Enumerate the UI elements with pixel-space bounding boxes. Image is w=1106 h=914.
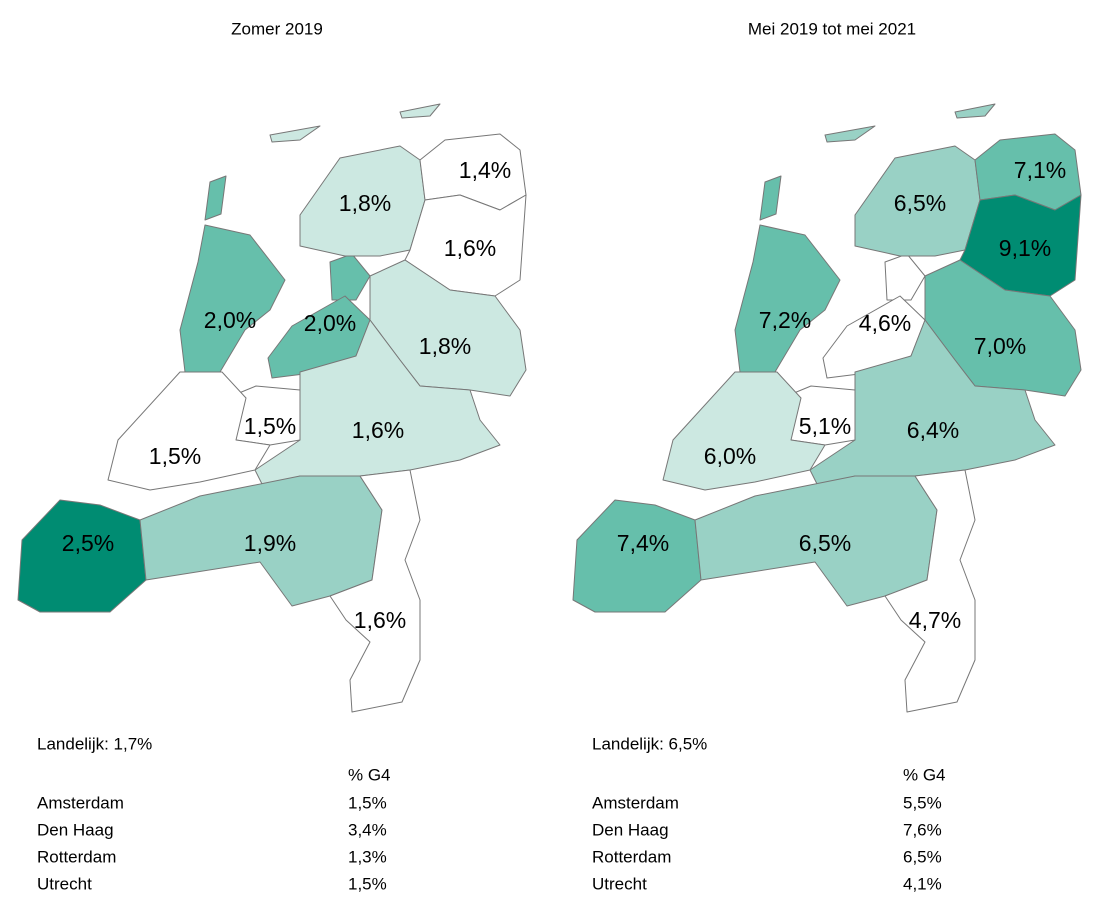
city-name: Amsterdam [592, 793, 679, 812]
table-header: % G4 [348, 765, 391, 784]
province [404, 194, 527, 297]
city-name: Amsterdam [37, 793, 124, 812]
province-label: 1,8% [339, 190, 391, 216]
province [954, 103, 996, 119]
province [399, 103, 441, 119]
city-value: 1,3% [348, 847, 387, 866]
province-label: 1,8% [419, 333, 471, 359]
province-label: 6,5% [799, 530, 851, 556]
province-label: 1,6% [354, 607, 406, 633]
province-label: 9,1% [999, 235, 1051, 261]
province [884, 469, 976, 713]
table-header: % G4 [903, 765, 946, 784]
city-value: 4,1% [903, 874, 942, 893]
province-label: 1,6% [352, 417, 404, 443]
province [959, 194, 1082, 297]
province-label: 4,6% [859, 310, 911, 336]
province-label: 7,0% [974, 333, 1026, 359]
city-name: Den Haag [37, 820, 114, 839]
province [269, 125, 321, 143]
province [204, 175, 227, 221]
province [809, 319, 1056, 491]
province-label: 1,9% [244, 530, 296, 556]
map: Zomer 2019 2,0% 2,0% 1,8% 1,4% 1,6% 1,8% 1,6% 1,… [17, 19, 527, 893]
province [329, 469, 421, 713]
province-label: 7,2% [759, 307, 811, 333]
province [824, 125, 876, 143]
province-label: 4,7% [909, 607, 961, 633]
city-value: 1,5% [348, 793, 387, 812]
city-value: 3,4% [348, 820, 387, 839]
province [179, 224, 286, 373]
province-label: 2,5% [62, 530, 114, 556]
province [884, 253, 926, 301]
city-value: 6,5% [903, 847, 942, 866]
map: Mei 2019 tot mei 2021 7,2% 4,6% 6,5% 7,1% 9,1… [572, 19, 1082, 893]
summary: Landelijk: 1,7% [37, 734, 152, 753]
province-label: 1,6% [444, 235, 496, 261]
province-label: 7,4% [617, 530, 669, 556]
map-title: Mei 2019 tot mei 2021 [748, 19, 916, 38]
map-title: Zomer 2019 [231, 19, 323, 38]
province [329, 253, 371, 301]
province-label: 1,5% [149, 443, 201, 469]
city-name: Utrecht [592, 874, 647, 893]
province-label: 7,1% [1014, 157, 1066, 183]
province [662, 371, 826, 491]
province-label: 1,5% [244, 413, 296, 439]
province-label: 5,1% [799, 413, 851, 439]
province [254, 319, 501, 491]
city-name: Utrecht [37, 874, 92, 893]
province-label: 6,5% [894, 190, 946, 216]
province-label: 6,4% [907, 417, 959, 443]
summary: Landelijk: 6,5% [592, 734, 707, 753]
province-label: 6,0% [704, 443, 756, 469]
province-label: 2,0% [304, 310, 356, 336]
province-label: 2,0% [204, 307, 256, 333]
province [734, 224, 841, 373]
city-name: Den Haag [592, 820, 669, 839]
city-name: Rotterdam [592, 847, 671, 866]
province [107, 371, 271, 491]
city-name: Rotterdam [37, 847, 116, 866]
province [759, 175, 782, 221]
province-label: 1,4% [459, 157, 511, 183]
city-value: 7,6% [903, 820, 942, 839]
city-value: 5,5% [903, 793, 942, 812]
city-value: 1,5% [348, 874, 387, 893]
